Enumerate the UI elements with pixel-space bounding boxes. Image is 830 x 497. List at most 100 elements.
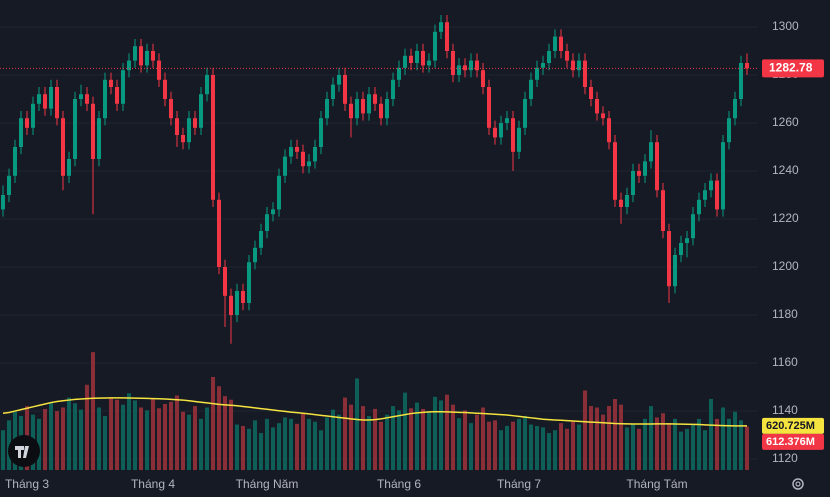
candle-body	[475, 60, 479, 71]
volume-bar	[325, 417, 329, 470]
axes: 1120114011601180120012201240126012801300…	[5, 19, 824, 491]
volume-bar	[247, 428, 251, 470]
logo-circle	[8, 435, 40, 467]
candle-body	[13, 147, 17, 176]
x-tick-label: Tháng 3	[5, 477, 49, 491]
volume-bar	[517, 418, 521, 470]
y-tick-label: 1300	[772, 19, 799, 33]
volume-bar	[745, 426, 749, 470]
candle-body	[229, 295, 233, 316]
candle-body	[607, 118, 611, 143]
volume-bar	[679, 431, 683, 470]
candle-body	[169, 99, 173, 119]
settings-icon[interactable]	[792, 478, 804, 490]
volume-bar	[457, 418, 461, 470]
candle-body	[727, 118, 731, 143]
candle-body	[241, 291, 245, 304]
candle-body	[517, 127, 521, 152]
candle-body	[115, 87, 119, 104]
y-tick-label: 1140	[772, 403, 798, 417]
candle-body	[595, 99, 599, 114]
volume-bar	[295, 423, 299, 470]
candle-body	[553, 36, 557, 52]
y-tick-label: 1180	[772, 307, 798, 321]
volume-bar	[409, 408, 413, 470]
volume-bar	[145, 410, 149, 470]
candle-body	[253, 247, 257, 263]
volume-bar	[205, 407, 209, 470]
candle-body	[307, 161, 311, 167]
volume-bar	[505, 425, 509, 470]
volume-bar	[289, 418, 293, 470]
volume-bar	[733, 411, 737, 470]
candle-body	[661, 190, 665, 232]
candle-body	[433, 31, 437, 61]
volume-bar	[385, 414, 389, 470]
volume-bar	[589, 406, 593, 470]
volume-bar	[667, 423, 671, 470]
volume-bar	[151, 398, 155, 470]
volume-bar	[697, 418, 701, 470]
volume-bar	[535, 425, 539, 470]
volume-bar	[367, 416, 371, 470]
candle-body	[427, 60, 431, 66]
volume-bar	[499, 430, 503, 470]
volume-bar	[643, 418, 647, 470]
candle-body	[31, 103, 35, 128]
volume-bar	[79, 409, 83, 470]
candle-body	[247, 262, 251, 304]
candle-body	[25, 118, 29, 128]
candle-body	[127, 60, 131, 71]
volume-bar	[307, 418, 311, 470]
logo-mark	[15, 446, 29, 458]
volume-bar	[67, 397, 71, 470]
volume-bar	[559, 423, 563, 470]
candle-body	[217, 199, 221, 268]
volume-bar	[541, 427, 545, 470]
candle-body	[463, 65, 467, 71]
candle-body	[295, 147, 299, 152]
volume-bar	[277, 423, 281, 470]
volume-bar	[169, 401, 173, 470]
volume-bar	[571, 421, 575, 470]
volume-bar	[211, 376, 215, 470]
volume-tag	[762, 433, 824, 450]
candle-body	[205, 75, 209, 95]
candle-body	[499, 123, 503, 138]
y-tick-label: 1200	[772, 259, 799, 273]
candle-body	[541, 63, 545, 68]
candle-body	[535, 67, 539, 80]
y-tick-label: 1160	[772, 355, 798, 369]
volume-bar	[451, 404, 455, 470]
volume-bar	[433, 396, 437, 470]
candle-body	[271, 209, 275, 215]
candle-body	[325, 99, 329, 119]
y-tick-label: 1260	[772, 115, 799, 129]
candle-body	[613, 142, 617, 200]
x-tick-label: Tháng 7	[497, 477, 541, 491]
volume-bar	[115, 399, 119, 470]
volume-bar	[109, 398, 113, 470]
candle-body	[637, 171, 641, 176]
candle-body	[457, 65, 461, 76]
candle-body	[7, 175, 11, 196]
volume-bar	[61, 407, 65, 470]
candle-body	[193, 118, 197, 128]
candle-body	[529, 79, 533, 100]
candle-body	[181, 135, 185, 143]
volume-bar	[91, 352, 95, 470]
candle-body	[655, 142, 659, 191]
x-tick-label: Tháng Tám	[626, 477, 687, 491]
candle-body	[625, 195, 629, 208]
tv-logo[interactable]	[8, 435, 40, 467]
candle-body	[49, 87, 53, 109]
candle-body	[403, 55, 407, 68]
volume-bar	[595, 407, 599, 470]
candle-body	[649, 142, 653, 162]
volume-bar	[259, 433, 263, 470]
candle-body	[673, 255, 677, 287]
candle-body	[745, 63, 749, 69]
candle-body	[415, 51, 419, 64]
volume-bar	[163, 403, 167, 470]
